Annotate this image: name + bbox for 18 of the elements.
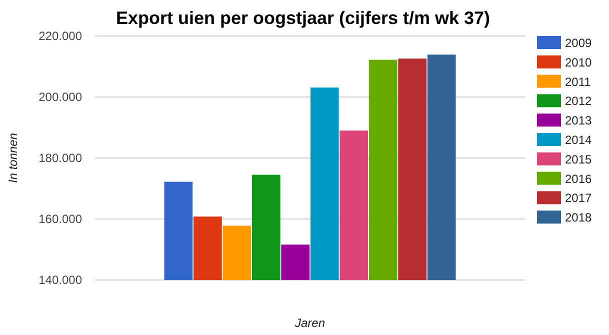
legend-label: 2016 xyxy=(565,172,592,186)
y-tick-label: 220.000 xyxy=(38,29,82,43)
chart-title: Export uien per oogstjaar (cijfers t/m wk 37) xyxy=(116,8,490,28)
legend-label: 2018 xyxy=(565,210,592,225)
y-tick-label: 180.000 xyxy=(38,151,82,165)
y-axis-title: In tonnen xyxy=(6,132,20,184)
y-tick-label: 160.000 xyxy=(38,212,82,226)
x-axis-title: Jaren xyxy=(294,316,326,330)
legend-label: 2014 xyxy=(565,133,592,147)
legend-label: 2013 xyxy=(565,114,592,128)
legend-label: 2015 xyxy=(565,152,592,166)
legend-label: 2010 xyxy=(565,55,592,70)
legend-label: 2012 xyxy=(565,94,592,108)
legend-label: 2009 xyxy=(565,36,592,50)
y-tick-label: 140.000 xyxy=(38,273,82,287)
y-tick-label: 200.000 xyxy=(38,90,82,104)
legend-label: 2017 xyxy=(565,191,592,206)
legend-label: 2011 xyxy=(565,74,592,89)
